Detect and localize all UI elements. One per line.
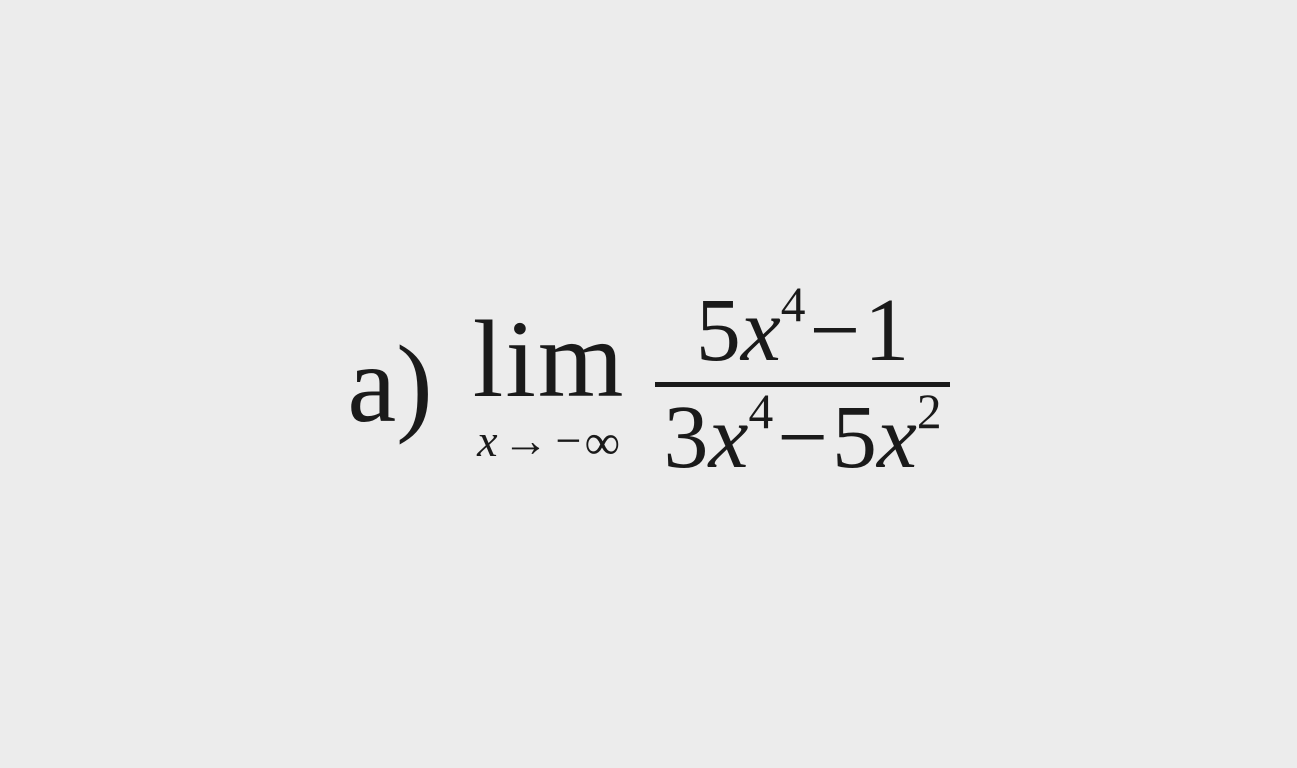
den-coef1: 3 (663, 388, 708, 487)
den-op: − (773, 388, 832, 487)
limit-expression: a) lim x→−∞ 5x4−1 3x4−5x2 (347, 286, 949, 483)
limit-approach: x→−∞ (477, 414, 621, 464)
num-coef1: 5 (696, 281, 741, 380)
approach-arrow: → (499, 415, 554, 466)
num-term1: 5x4 (696, 286, 806, 376)
den-coef2: 5 (832, 388, 877, 487)
num-const: 1 (864, 281, 909, 380)
den-term2: 5x2 (832, 393, 942, 483)
page: a) lim x→−∞ 5x4−1 3x4−5x2 (0, 0, 1297, 768)
numerator: 5x4−1 (688, 286, 917, 376)
den-exp1: 4 (748, 384, 773, 439)
approach-variable: x (477, 415, 498, 466)
fraction: 5x4−1 3x4−5x2 (655, 286, 949, 483)
den-exp2: 2 (917, 384, 942, 439)
approach-infinity: ∞ (585, 414, 622, 470)
num-exp1: 4 (781, 277, 806, 332)
den-var1: x (708, 388, 748, 487)
num-var1: x (741, 281, 781, 380)
problem-label: a) (347, 329, 432, 439)
fraction-bar (655, 382, 949, 387)
num-op: − (806, 281, 865, 380)
limit-block: lim x→−∞ (473, 304, 626, 464)
den-var2: x (877, 388, 917, 487)
approach-minus: − (554, 415, 585, 466)
denominator: 3x4−5x2 (655, 393, 949, 483)
limit-symbol: lim (473, 304, 626, 414)
den-term1: 3x4 (663, 393, 773, 483)
